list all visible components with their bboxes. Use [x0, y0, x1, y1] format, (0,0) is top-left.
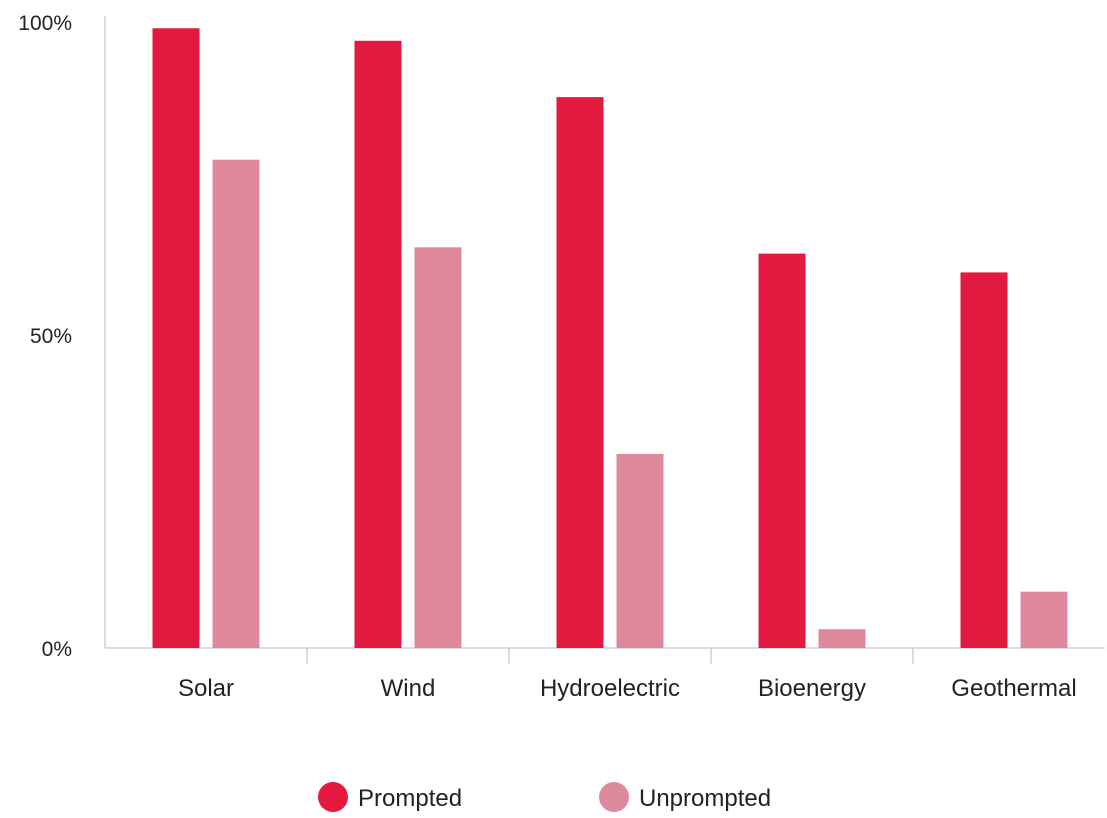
y-tick-label: 0% — [42, 638, 72, 661]
bar-unprompted-wind — [414, 247, 462, 649]
legend-item-prompted[interactable]: Prompted — [318, 782, 462, 812]
bar-unprompted-bioenergy — [818, 629, 866, 648]
bar-unprompted-solar — [212, 159, 260, 648]
x-tick-label-wind: Wind — [381, 675, 436, 702]
legend: Prompted Unprompted — [318, 782, 771, 812]
bar-prompted-geothermal — [960, 272, 1008, 648]
bars — [152, 28, 1068, 649]
y-tick-label: 100% — [18, 12, 72, 35]
bar-prompted-hydroelectric — [556, 97, 604, 649]
x-tick-label-bioenergy: Bioenergy — [758, 675, 866, 702]
legend-swatch-prompted — [318, 782, 348, 812]
bar-unprompted-geothermal — [1020, 591, 1068, 648]
axis-labels: 0% 50% 100% Solar Wind Hydroelectric Bioenergy… — [18, 12, 1076, 702]
x-tick-label-hydroelectric: Hydroelectric — [540, 675, 680, 702]
bar-unprompted-hydroelectric — [616, 453, 664, 648]
bar-prompted-solar — [152, 28, 200, 648]
legend-swatch-unprompted — [599, 782, 629, 812]
axes — [104, 16, 1105, 664]
legend-label-prompted: Prompted — [358, 785, 462, 812]
x-tick-label-geothermal: Geothermal — [951, 675, 1076, 702]
y-tick-label: 50% — [30, 325, 72, 348]
legend-item-unprompted[interactable]: Unprompted — [599, 782, 771, 812]
x-tick-label-solar: Solar — [178, 675, 234, 702]
bar-prompted-wind — [354, 40, 402, 648]
legend-label-unprompted: Unprompted — [639, 785, 771, 812]
bar-prompted-bioenergy — [758, 253, 806, 648]
